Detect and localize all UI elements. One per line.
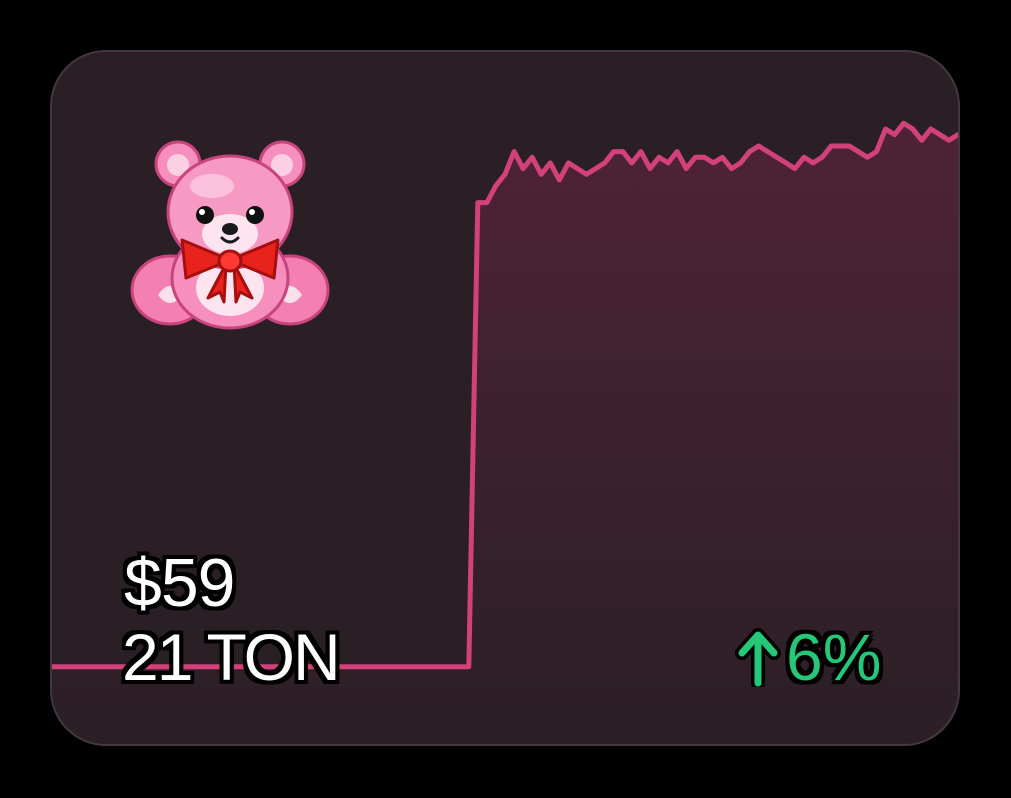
price-change: 6%: [734, 622, 881, 692]
price-change-value: 6%: [786, 620, 882, 694]
price-ton: 21 TON: [122, 620, 341, 694]
teddy-bear-icon: [130, 130, 330, 330]
price-chart: [52, 120, 958, 744]
chart-area-fill: [52, 123, 958, 744]
price-usd: $59: [124, 545, 235, 621]
price-card[interactable]: $59 21 TON 6%: [50, 50, 960, 746]
arrow-up-icon: [735, 628, 781, 687]
chart-series-line: [52, 120, 958, 670]
